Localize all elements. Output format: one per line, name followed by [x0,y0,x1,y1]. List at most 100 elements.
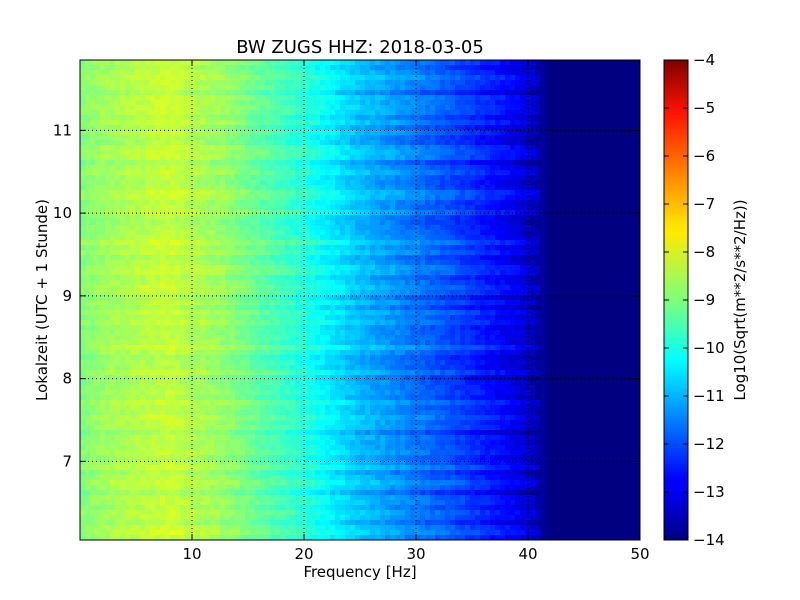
heatmap-cell [570,215,576,221]
heatmap-cell [305,265,311,271]
heatmap-cell [445,135,451,141]
heatmap-cell [630,150,636,156]
heatmap-cell [450,230,456,236]
heatmap-cell [590,275,596,281]
heatmap-cell [575,140,581,146]
heatmap-cell [95,155,101,161]
heatmap-cell [630,165,636,171]
heatmap-cell [535,200,541,206]
heatmap-cell [520,65,526,71]
heatmap-cell [290,130,296,136]
heatmap-cell [570,150,576,156]
heatmap-cell [330,240,336,246]
heatmap-cell [440,95,446,101]
heatmap-cell [460,235,466,241]
heatmap-cell [450,190,456,196]
heatmap-cell [565,125,571,131]
heatmap-cell [130,250,136,256]
heatmap-cell [130,75,136,81]
heatmap-cell [605,150,611,156]
heatmap-cell [585,250,591,256]
heatmap-cell [220,160,226,166]
heatmap-cell [300,225,306,231]
heatmap-cell [295,65,301,71]
heatmap-cell [370,180,376,186]
heatmap-cell [590,75,596,81]
heatmap-cell [135,180,141,186]
heatmap-cell [325,85,331,91]
heatmap-cell [560,230,566,236]
heatmap-cell [110,135,116,141]
heatmap-cell [120,110,126,116]
heatmap-cell [485,90,491,96]
heatmap-cell [550,80,556,86]
heatmap-cell [525,165,531,171]
heatmap-cell [135,200,141,206]
heatmap-cell [455,265,461,271]
heatmap-cell [275,60,281,66]
heatmap-cell [140,115,146,121]
heatmap-cell [90,90,96,96]
heatmap-cell [565,215,571,221]
heatmap-cell [390,80,396,86]
heatmap-cell [325,100,331,106]
heatmap-cell [245,140,251,146]
heatmap-cell [295,235,301,241]
heatmap-cell [350,155,356,161]
heatmap-cell [115,240,121,246]
heatmap-cell [240,125,246,131]
heatmap-cell [180,190,186,196]
heatmap-cell [590,125,596,131]
heatmap-cell [560,185,566,191]
heatmap-cell [590,205,596,211]
heatmap-cell [270,225,276,231]
heatmap-cell [280,185,286,191]
heatmap-cell [370,155,376,161]
heatmap-cell [195,240,201,246]
heatmap-cell [355,215,361,221]
heatmap-cell [80,135,86,141]
heatmap-cell [570,65,576,71]
heatmap-cell [130,270,136,276]
heatmap-cell [340,135,346,141]
heatmap-cell [100,60,106,66]
heatmap-cell [370,115,376,121]
heatmap-cell [290,255,296,261]
heatmap-cell [155,125,161,131]
heatmap-cell [445,160,451,166]
heatmap-cell [95,160,101,166]
heatmap-cell [470,215,476,221]
heatmap-cell [605,75,611,81]
heatmap-cell [475,200,481,206]
heatmap-cell [360,245,366,251]
heatmap-cell [630,100,636,106]
heatmap-cell [595,170,601,176]
heatmap-cell [240,90,246,96]
heatmap-cell [565,145,571,151]
heatmap-cell [90,255,96,261]
heatmap-cell [625,130,631,136]
heatmap-cell [515,195,521,201]
heatmap-cell [370,165,376,171]
heatmap-cell [275,105,281,111]
heatmap-cell [540,100,546,106]
heatmap-cell [520,200,526,206]
heatmap-cell [205,65,211,71]
heatmap-cell [90,165,96,171]
heatmap-cell [90,100,96,106]
heatmap-cell [115,120,121,126]
heatmap-cell [345,230,351,236]
heatmap-cell [100,220,106,226]
heatmap-cell [300,180,306,186]
heatmap-cell [255,85,261,91]
heatmap-cell [225,185,231,191]
heatmap-cell [385,160,391,166]
heatmap-cell [565,110,571,116]
heatmap-cell [320,185,326,191]
heatmap-cell [175,115,181,121]
heatmap-cell [125,80,131,86]
heatmap-cell [200,170,206,176]
heatmap-cell [615,160,621,166]
heatmap-cell [240,160,246,166]
heatmap-cell [330,100,336,106]
